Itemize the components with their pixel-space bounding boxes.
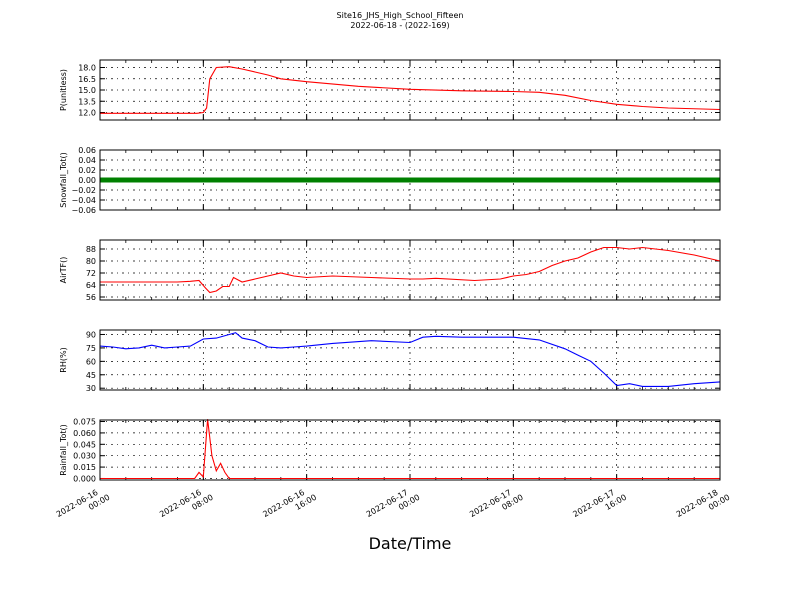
- y-tick-label: 0.02: [78, 166, 96, 175]
- series-line: [100, 66, 721, 114]
- y-tick-label: 90: [86, 330, 96, 339]
- y-tick-label: 0.00: [78, 176, 96, 185]
- y-tick-label: 0.06: [78, 146, 96, 155]
- y-tick-label: −0.06: [71, 206, 96, 215]
- y-tick-label: 64: [86, 281, 96, 290]
- y-tick-label: 15.0: [78, 86, 96, 95]
- y-tick-label: −0.02: [71, 186, 96, 195]
- y-tick-label: 56: [86, 293, 96, 302]
- plot-frame: [99, 329, 721, 391]
- y-tick-label: 72: [86, 269, 96, 278]
- y-tick-label: 0.030: [73, 452, 96, 461]
- plot-frame: [99, 149, 721, 211]
- chart-title: Site16_JHS_High_School_Fifteen: [336, 11, 464, 20]
- plot-frame: [99, 239, 721, 301]
- y-tick-label: 0.075: [73, 418, 96, 427]
- y-tick-label: 45: [86, 371, 96, 380]
- y-tick-label: 18.0: [78, 64, 96, 73]
- series-line: [100, 246, 721, 294]
- y-tick-label: 88: [86, 245, 96, 254]
- y-tick-label: 80: [86, 257, 96, 266]
- series-line: [99, 332, 721, 387]
- chart-subtitle: 2022-06-18 - (2022-169): [350, 21, 450, 30]
- y-tick-label: 0.045: [73, 440, 96, 449]
- y-tick-label: 30: [86, 384, 96, 393]
- y-axis-label: Snowfall_Tot(): [59, 152, 68, 208]
- y-tick-label: 0.04: [78, 156, 96, 165]
- y-axis-label: Rainfall_Tot(): [59, 424, 68, 476]
- y-axis-label: AirTF(): [59, 257, 68, 284]
- y-tick-label: 75: [86, 344, 96, 353]
- y-tick-label: 0.015: [73, 463, 96, 472]
- y-axis-label: RH(%): [59, 347, 68, 372]
- plot-frame: [99, 419, 721, 481]
- y-tick-label: 60: [86, 357, 96, 366]
- y-tick-label: −0.04: [71, 196, 96, 205]
- y-tick-label: 12.0: [78, 109, 96, 118]
- series-line: [100, 419, 720, 480]
- plot-frame: [99, 59, 721, 121]
- y-tick-label: 0.000: [73, 474, 96, 483]
- y-tick-label: 0.060: [73, 429, 96, 438]
- y-tick-label: 13.5: [78, 97, 96, 106]
- x-axis-label: Date/Time: [368, 534, 452, 553]
- y-tick-label: 16.5: [78, 75, 96, 84]
- y-axis-label: P(unitless): [59, 69, 68, 111]
